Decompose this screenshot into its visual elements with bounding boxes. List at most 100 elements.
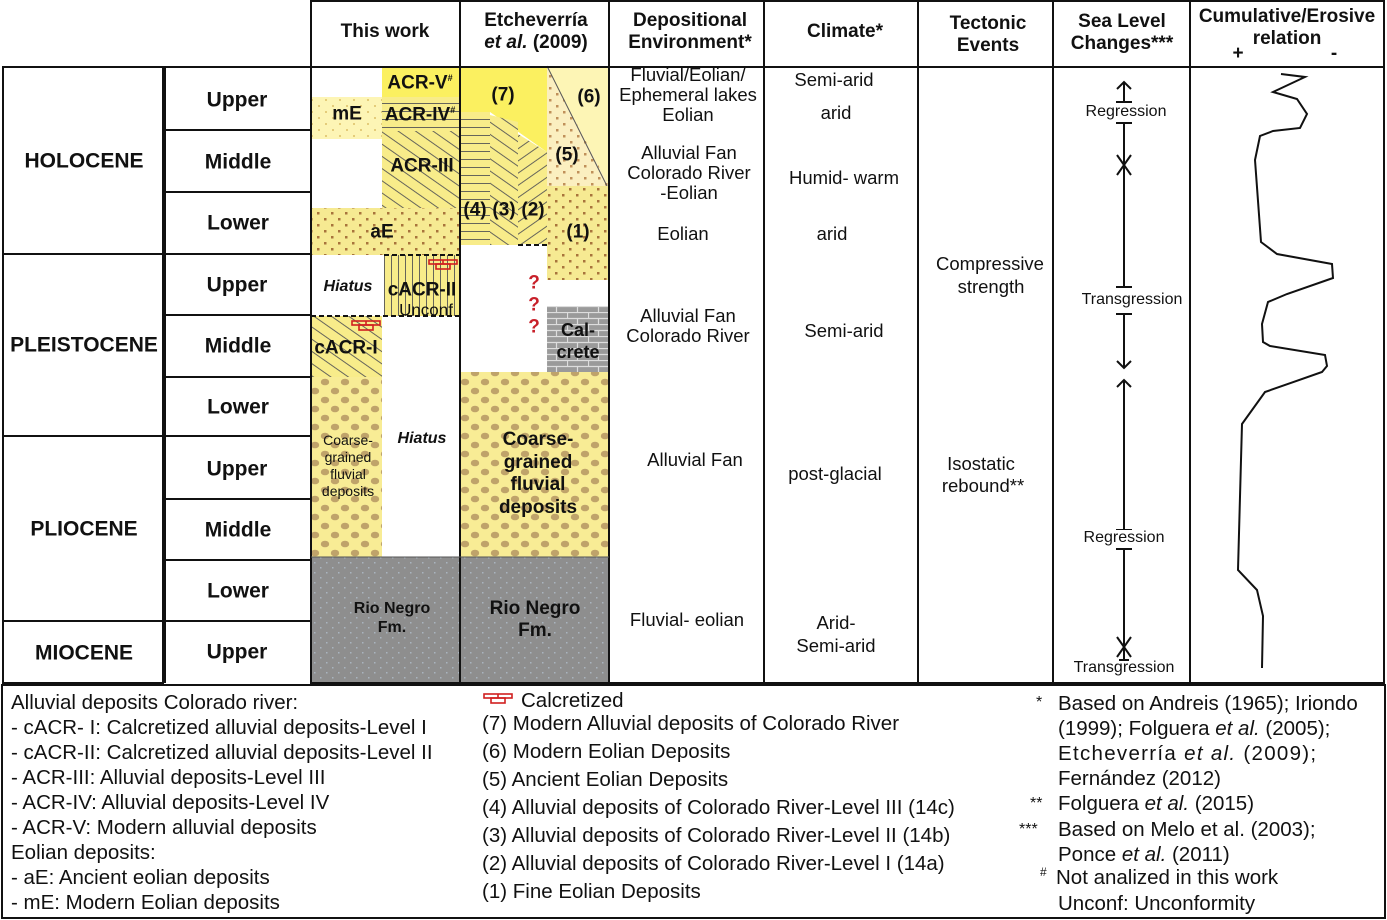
plus-sign: + [1232,43,1244,64]
unit-4 [460,112,490,245]
epoch-pliocene: PLIOCENE [30,517,138,541]
label-cacr-ii: cACR-II [387,279,457,301]
sea-level-curve [1116,80,1132,661]
label-line: grained [503,451,573,473]
header-year: (2009) [532,32,588,53]
label-coarse-fluvial: Coarse-grained fluvial deposits [499,429,577,519]
subepoch: Upper [206,640,268,664]
note-4: Not analized in this work [1056,866,1279,889]
note-marker: # [1040,865,1047,879]
header-line: Cumulative/Erosive [1198,6,1376,27]
dep-env: Ephemeral lakes [619,83,757,105]
subepoch: Middle [204,334,272,358]
note-text: Ponce [1058,843,1122,866]
label-line: fluvial [330,466,366,482]
label-line: Coarse- [323,432,373,448]
label-sup: # [450,105,456,116]
legend-item: - cACR- I: Calcretized alluvial deposits… [11,716,427,739]
climate: Arid- [816,611,856,633]
header-tectonic-events: Tectonic Events [950,13,1027,57]
legend-item: - ACR-III: Alluvial deposits-Level III [11,766,326,789]
legend-item: (1) Fine Eolian Deposits [482,880,701,903]
dep-env: Alluvial Fan [641,141,737,163]
label-cacr-i: cACR-I [314,337,378,359]
header-this-work: This work [340,21,430,42]
minus-sign: - [1330,43,1338,64]
unit-calcrete [547,306,609,372]
unit-1-fine-eolian [547,186,609,280]
label-acr-v: ACR-V# [387,74,452,93]
label-acr-iv: ACR-IV# [385,106,455,125]
climate: arid [820,101,852,123]
climate: Semi-arid [794,68,874,90]
label-line: Rio Negro [489,598,581,619]
note-1: Based on Andreis (1965); Iriondo (1999);… [1058,691,1358,791]
tectonic: Compressive [936,252,1044,274]
legend-item: Alluvial deposits Colorado river: [11,691,299,714]
dep-env: Eolian [662,103,714,125]
note-marker: * [1036,694,1043,711]
question-mark: ? [528,294,540,316]
unit-cacr-ii [384,255,460,316]
label-5: (5) [555,144,579,166]
note-marker: ** [1030,795,1043,812]
dep-env: Eolian [657,222,709,244]
unit-coarse-fluvial-this-work [311,377,382,557]
subepoch: Lower [207,211,269,235]
sea-level-label: Regression [1085,103,1167,120]
note-marker: *** [1019,821,1038,838]
sea-level-label: Transgression [1073,659,1175,676]
dep-env: Alluvial Fan [647,448,743,470]
legend-item: (2) Alluvial deposits of Colorado River-… [482,852,945,875]
dep-env: Fluvial/Eolian/ [630,63,746,85]
subepoch: Upper [206,457,268,481]
question-mark: ? [528,316,540,338]
unit-me [311,97,382,139]
unit-coarse-fluvial-etcheverria [460,372,609,557]
epoch-pleistocene: PLEISTOCENE [10,333,158,357]
legend-item: (3) Alluvial deposits of Colorado River-… [482,824,951,847]
climate: arid [816,222,848,244]
climate: post-glacial [788,462,882,484]
legend-calcretized: Calcretized [521,689,624,712]
subepoch: Middle [204,518,272,542]
note-3: Based on Melo et al. (2003); Ponce et al… [1058,817,1316,867]
dep-env: Alluvial Fan [640,304,736,326]
cumulative-erosive-curve [1236,73,1335,669]
unit-rio-negro-this-work [311,557,460,683]
note-line: Based on Andreis (1965); Iriondo [1058,692,1358,715]
legend-item: - ACR-IV: Alluvial deposits-Level IV [11,791,330,814]
note-text: (2009); [1236,742,1318,765]
note-text: et al. [1144,792,1190,815]
label-3: (3) [492,199,516,221]
subepoch: Upper [206,88,268,112]
unit-acr-v [382,66,460,97]
legend-item: (7) Modern Alluvial deposits of Colorado… [482,712,900,735]
note-text: Etcheverría [1058,742,1185,765]
climate: Semi-arid [804,319,884,341]
note-text: et al. [1184,742,1237,765]
legend-column-2: (7) Modern Alluvial deposits of Colorado… [482,710,955,906]
unit-acr-iv [382,97,460,131]
unit-3 [490,115,518,245]
label-unconf: Unconf [399,300,453,320]
note-text: (2015) [1189,792,1255,815]
legend-column-1: Alluvial deposits Colorado river: - cACR… [11,690,433,915]
legend-item: (6) Modern Eolian Deposits [482,740,731,763]
question-mark: ? [528,272,540,294]
header-etcheverria: Etcheverría et al. (2009) [484,10,588,54]
header-cumulative-erosive: Cumulative/Erosive relation [1199,6,1375,50]
label-calcrete: Cal-crete [556,319,599,363]
label-line: deposits [498,496,578,518]
subepoch: Lower [207,395,269,419]
unit-ae [311,208,460,255]
label-line: fluvial [510,474,566,495]
legend-item: (4) Alluvial deposits of Colorado River-… [482,796,955,819]
unit-cacr-i [311,316,382,377]
label-rio-negro: Rio Negro Fm. [490,598,581,642]
dep-env: Fluvial- eolian [629,608,745,630]
epoch-holocene: HOLOCENE [24,149,144,173]
